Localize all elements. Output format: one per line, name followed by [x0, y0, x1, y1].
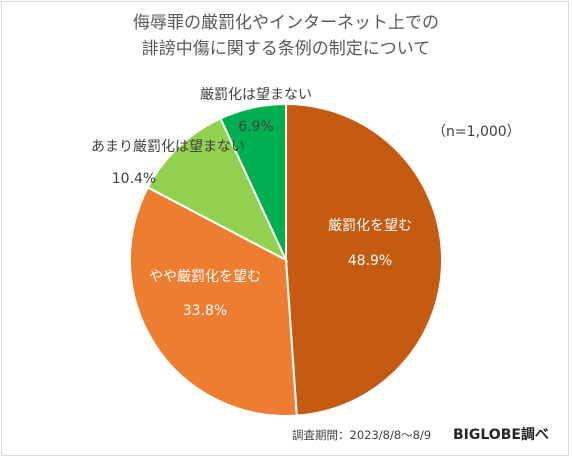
pie-slice-1 — [285, 102, 444, 417]
sample-size-note: （n=1,000） — [432, 124, 521, 140]
slice-value-4: 6.9% — [238, 119, 274, 135]
chart-title-line-1: 侮辱罪の厳罰化やインターネット上での — [133, 13, 439, 33]
slice-value-1: 48.9% — [348, 253, 392, 269]
slice-label-4: 厳罰化は望まない — [200, 87, 312, 103]
chart-title: 侮辱罪の厳罰化やインターネット上での 誹謗中傷に関する条例の制定について — [0, 10, 572, 62]
pie-slice-4 — [219, 102, 287, 261]
pie-slice-3 — [146, 117, 289, 263]
data-source: BIGLOBE調べ — [453, 427, 549, 443]
survey-period: 調査期間：2023/8/8～8/9 — [292, 428, 432, 442]
slice-label-2: やや厳罰化を望む — [149, 269, 261, 285]
slice-value-3: 10.4% — [112, 171, 156, 187]
chart-title-line-2: 誹謗中傷に関する条例の制定について — [141, 39, 431, 59]
slice-label-3: あまり厳罰化は望まない — [91, 139, 245, 155]
slice-value-2: 33.8% — [183, 303, 227, 319]
slice-label-1: 厳罰化を望む — [328, 218, 412, 234]
